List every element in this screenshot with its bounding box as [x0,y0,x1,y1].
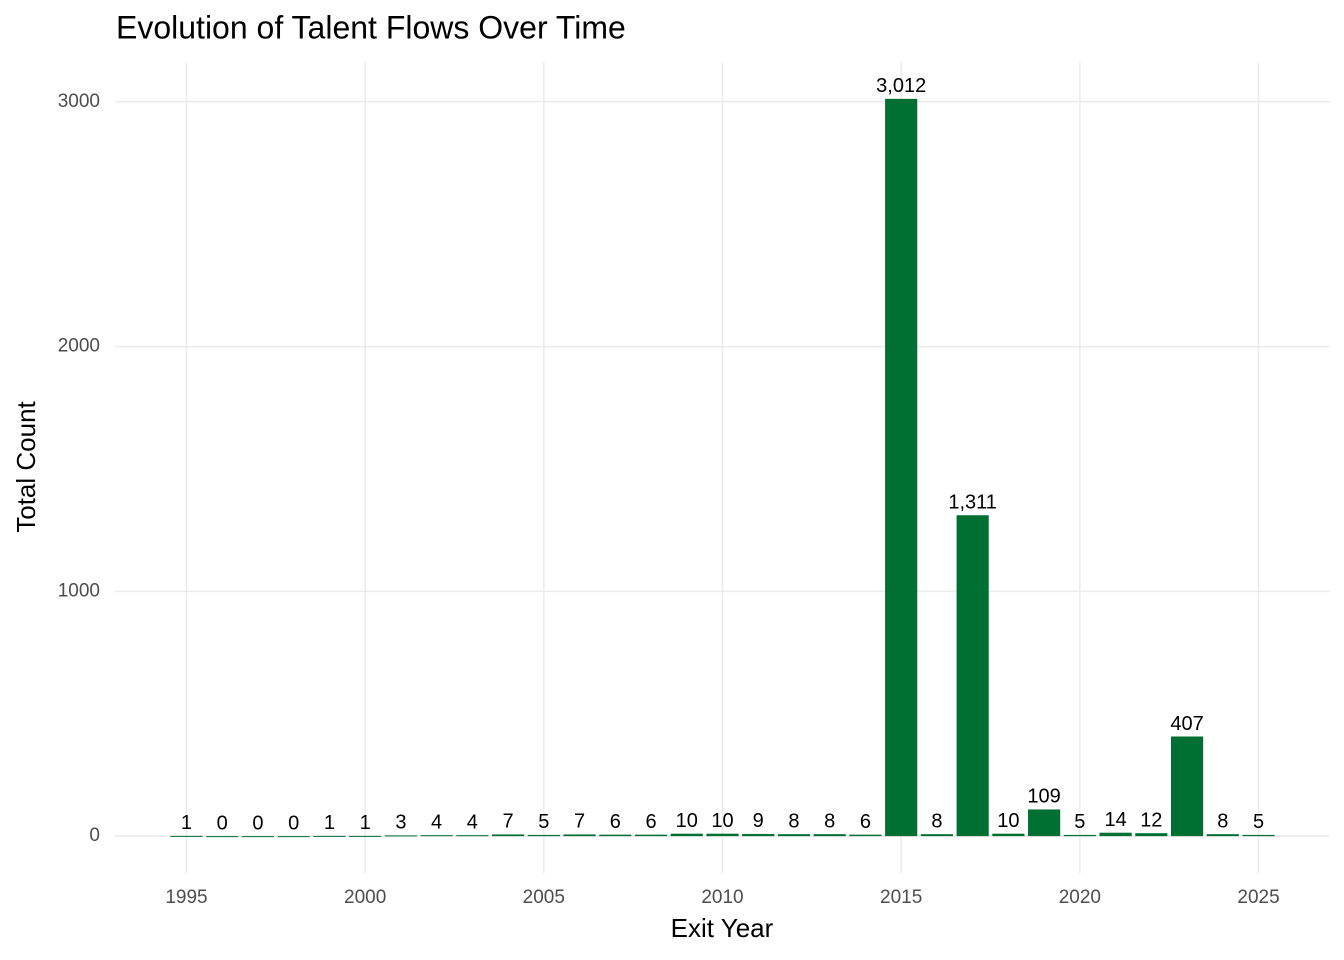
value-label: 7 [503,811,514,833]
value-label: 5 [1253,811,1264,833]
y-tick-label: 2000 [58,336,100,357]
bar [885,98,918,837]
bar [420,835,453,837]
bar [813,834,846,837]
value-label: 1 [360,812,371,834]
bar [1242,834,1275,837]
bar [849,834,882,837]
bar [920,834,953,837]
value-label: 0 [252,812,263,834]
value-label: 8 [824,810,835,832]
bar [277,836,310,838]
y-tick-label: 1000 [58,580,100,601]
bar [670,833,703,837]
value-label: 12 [1140,809,1162,831]
value-label: 1 [181,812,192,834]
bar [313,835,346,837]
value-label: 3,012 [876,75,926,97]
value-label: 1 [324,812,335,834]
value-label: 9 [753,810,764,832]
bar [1135,833,1168,837]
value-label: 14 [1104,809,1126,831]
bar [599,834,632,837]
value-label: 4 [467,811,478,833]
bar [241,836,275,838]
value-label: 5 [1074,811,1085,833]
value-label: 407 [1170,713,1203,735]
value-label: 8 [931,810,942,832]
value-label: 10 [711,810,733,832]
y-axis-title: Total Count [11,400,41,532]
bar [349,835,382,837]
x-tick-label: 2025 [1237,887,1279,908]
bar [384,835,417,837]
value-label: 10 [676,810,698,832]
y-tick-label: 0 [89,825,100,846]
x-tick-label: 2005 [523,887,565,908]
x-tick-label: 2015 [880,887,922,908]
bar [563,834,596,837]
value-label: 8 [788,810,799,832]
bar [527,834,560,837]
bar [1063,834,1096,837]
value-label: 0 [217,812,228,834]
bar [456,835,489,837]
bar [956,515,989,837]
value-label: 0 [288,812,299,834]
value-label: 6 [860,811,871,833]
bar [1099,832,1132,837]
chart-title: Evolution of Talent Flows Over Time [116,9,626,45]
value-label: 10 [997,810,1019,832]
value-label: 109 [1027,786,1060,808]
bar [492,834,525,837]
bar [1170,736,1204,837]
value-label: 6 [645,811,656,833]
value-label: 7 [574,811,585,833]
x-tick-label: 2020 [1059,887,1101,908]
value-label: 6 [610,811,621,833]
bar [992,833,1025,837]
bar [170,835,203,837]
y-tick-label: 3000 [58,91,100,112]
x-axis-title: Exit Year [671,913,774,943]
value-label: 3 [395,812,406,834]
value-label: 1,311 [948,492,997,514]
value-label: 5 [538,811,549,833]
bar [706,833,739,837]
value-label: 8 [1217,810,1228,832]
bar [206,836,239,838]
bar [1206,834,1239,837]
value-label: 4 [431,811,442,833]
x-tick-label: 2010 [701,887,743,908]
bar [777,834,811,837]
x-tick-label: 2000 [344,887,386,908]
bar [634,834,668,837]
bar [1028,809,1061,837]
bar [742,833,775,837]
x-tick-label: 1995 [165,887,207,908]
